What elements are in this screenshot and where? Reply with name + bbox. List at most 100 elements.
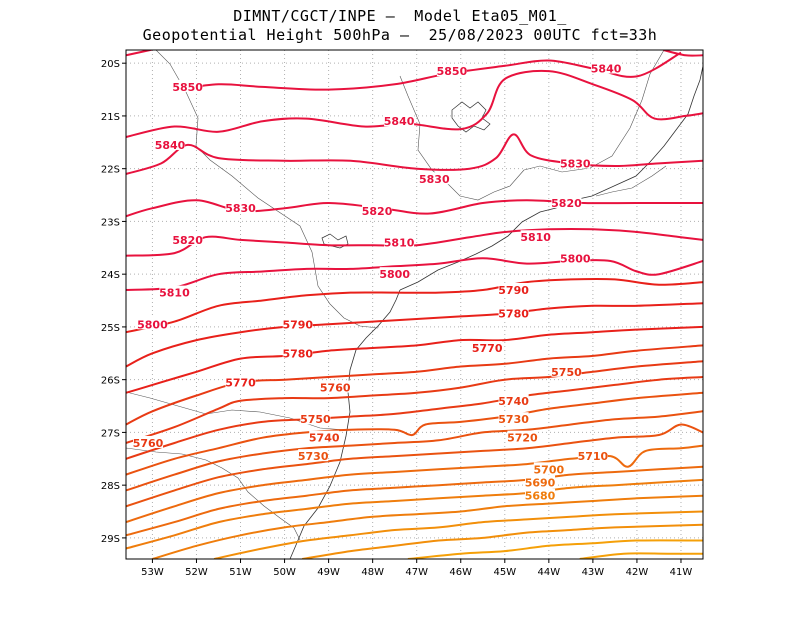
contour-label-bg bbox=[172, 79, 203, 92]
contour-5740 bbox=[126, 376, 703, 460]
contour-lines bbox=[126, 50, 703, 559]
contour-label-bg bbox=[362, 203, 393, 216]
state-border bbox=[126, 391, 347, 431]
contour-label: 5780 bbox=[498, 308, 529, 321]
contour-label: 5810 bbox=[384, 237, 415, 250]
contour-label-bg bbox=[133, 435, 164, 448]
contour-label: 5800 bbox=[137, 318, 168, 331]
y-tick-label: 21S bbox=[101, 112, 120, 123]
contour-label-bg bbox=[155, 137, 186, 150]
contour-label: 5840 bbox=[155, 139, 186, 152]
x-tick-label: 44W bbox=[538, 567, 561, 578]
title-line-2: Geopotential Height 500hPa – 25/08/2023 … bbox=[142, 26, 658, 44]
contour-label-bg bbox=[309, 430, 340, 443]
contour-label: 5820 bbox=[362, 205, 393, 218]
x-tick-label: 43W bbox=[582, 567, 605, 578]
contour-label-bg bbox=[436, 64, 467, 77]
contour-label-bg bbox=[560, 251, 591, 264]
contour-label-bg bbox=[384, 235, 415, 248]
contour-label: 5780 bbox=[282, 347, 313, 360]
state-border bbox=[155, 50, 379, 329]
y-tick-label: 28S bbox=[101, 481, 120, 492]
contour-label: 5760 bbox=[133, 437, 164, 450]
contour-5820 bbox=[126, 199, 703, 218]
contour-label-bg bbox=[282, 317, 313, 330]
x-axis: 53W 52W 51W 50W 49W 48W 47W 46W 45W 44W 43W 42W 41W bbox=[141, 559, 692, 578]
contour-label-bg bbox=[520, 230, 551, 243]
contour-5720 bbox=[126, 410, 703, 492]
x-tick-label: 42W bbox=[626, 567, 649, 578]
contour-label-bg bbox=[525, 475, 556, 488]
contour-label: 5830 bbox=[560, 157, 591, 170]
contour-label-bg bbox=[137, 317, 168, 330]
contour-5660 bbox=[213, 510, 703, 559]
contour-label-bg bbox=[498, 393, 529, 406]
contour-label: 5790 bbox=[498, 284, 529, 297]
contour-label: 5790 bbox=[282, 318, 313, 331]
contour-label: 5820 bbox=[551, 197, 582, 210]
title-line-1: DIMNT/CGCT/INPE – Model Eta05_M01_ bbox=[233, 7, 567, 25]
contour-label-bg bbox=[507, 430, 538, 443]
contour-label: 5840 bbox=[384, 115, 415, 128]
contour-label: 5770 bbox=[225, 376, 256, 389]
contour-labels: 5850 5850 5840 5840 5840 5830 5830 5830 5820 5820… bbox=[133, 61, 622, 503]
contour-5650 bbox=[302, 523, 703, 559]
x-tick-label: 52W bbox=[185, 567, 208, 578]
contour-label: 5840 bbox=[591, 62, 622, 75]
contour-label-bg bbox=[225, 201, 256, 214]
contour-5770 bbox=[126, 325, 703, 394]
y-tick-label: 25S bbox=[101, 323, 120, 334]
contour-label: 5680 bbox=[525, 490, 556, 503]
contour-label-bg bbox=[498, 282, 529, 295]
contour-label-bg bbox=[498, 306, 529, 319]
contour-label-bg bbox=[551, 364, 582, 377]
state-border bbox=[595, 165, 667, 197]
contour-label: 5750 bbox=[551, 366, 582, 379]
y-tick-label: 22S bbox=[101, 165, 120, 176]
x-tick-label: 49W bbox=[317, 567, 340, 578]
x-tick-label: 45W bbox=[493, 567, 516, 578]
x-tick-label: 41W bbox=[670, 567, 693, 578]
contour-label-bg bbox=[498, 412, 529, 425]
contour-label-bg bbox=[419, 172, 450, 185]
contour-label: 5830 bbox=[419, 173, 450, 186]
y-tick-label: 24S bbox=[101, 270, 120, 281]
contour-5750 bbox=[126, 360, 703, 444]
contour-5840 bbox=[126, 69, 703, 138]
contour-label-bg bbox=[225, 375, 256, 388]
geography-layer bbox=[126, 50, 703, 559]
x-tick-label: 46W bbox=[449, 567, 472, 578]
y-tick-label: 20S bbox=[101, 59, 120, 70]
contour-label: 5760 bbox=[320, 382, 351, 395]
graticule bbox=[126, 50, 703, 559]
contour-label-bg bbox=[379, 267, 410, 280]
contour-label: 5810 bbox=[520, 231, 551, 244]
contour-label-bg bbox=[560, 156, 591, 169]
contour-5790 bbox=[126, 277, 703, 334]
map-frame bbox=[125, 49, 704, 560]
contour-label-bg bbox=[591, 61, 622, 74]
contour-5800 bbox=[126, 257, 703, 291]
contour-label-bg bbox=[533, 462, 564, 475]
y-axis: 20S 21S 22S 23S 24S 25S 26S 27S 28S 29S bbox=[101, 59, 126, 545]
contour-5730 bbox=[126, 391, 703, 476]
x-tick-label: 53W bbox=[141, 567, 164, 578]
contour-label-bg bbox=[300, 412, 331, 425]
contour-label: 5750 bbox=[300, 413, 331, 426]
contour-label: 5800 bbox=[560, 252, 591, 265]
contour-5780 bbox=[126, 302, 703, 368]
contour-5690 bbox=[126, 465, 703, 537]
contour-label: 5690 bbox=[525, 477, 556, 490]
contour-label-bg bbox=[172, 232, 203, 245]
contour-label: 5850 bbox=[437, 65, 468, 78]
contour-5850 bbox=[663, 50, 703, 57]
contour-5670 bbox=[152, 494, 703, 559]
state-border bbox=[126, 447, 301, 541]
contour-label-bg bbox=[551, 195, 582, 208]
lake bbox=[451, 101, 491, 133]
contour-label-bg bbox=[159, 285, 190, 298]
contour-label-bg bbox=[525, 488, 556, 501]
x-tick-label: 48W bbox=[361, 567, 384, 578]
contour-5760 bbox=[126, 344, 703, 426]
